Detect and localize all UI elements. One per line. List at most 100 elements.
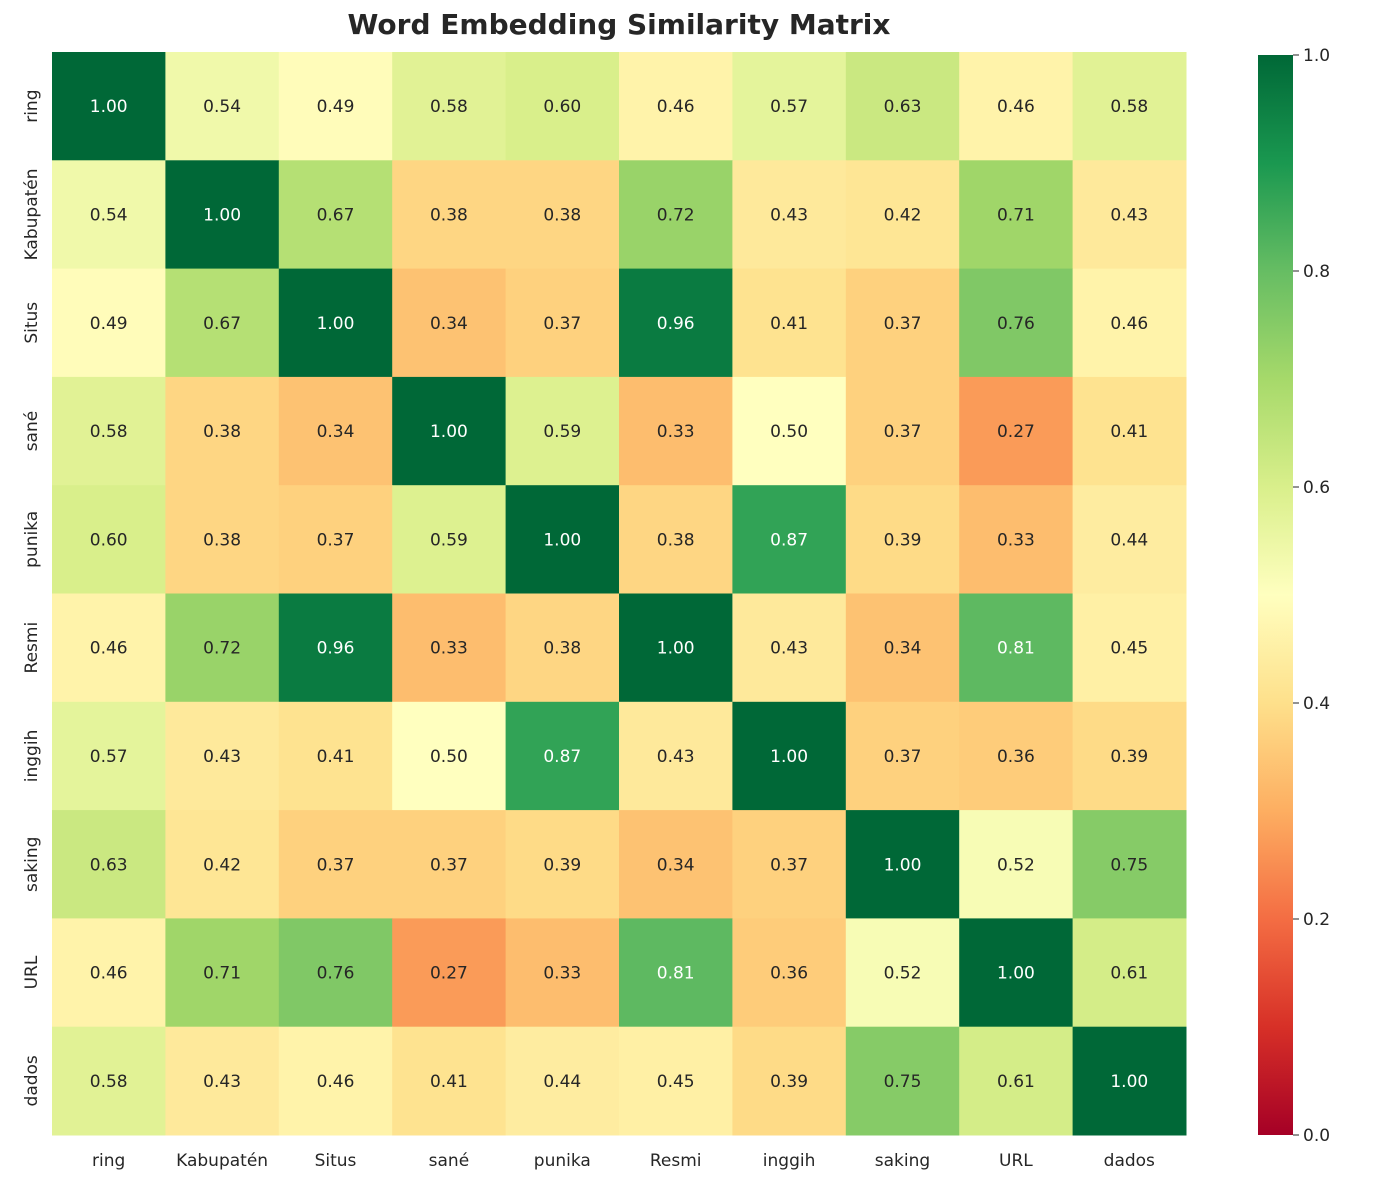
cell-value-label: 0.33 — [997, 530, 1035, 550]
cell-value-label: 0.46 — [90, 639, 128, 659]
y-tick-labels: ring Kabupatén Situs sané punika Resmi inggih s… — [22, 90, 42, 1107]
cell-value-label: 0.45 — [1110, 639, 1148, 659]
cell-value-label: 0.34 — [430, 314, 468, 334]
cell-value-label: 0.60 — [543, 97, 581, 117]
heatmap-cell — [505, 1026, 620, 1136]
cell-value-label: 0.34 — [657, 855, 695, 875]
heatmap-cell — [505, 268, 620, 378]
heatmap-cell — [732, 376, 847, 486]
cell-value-label: 0.37 — [770, 855, 808, 875]
heatmap-cell — [52, 160, 166, 270]
heatmap-cell — [392, 268, 507, 378]
cell-value-label: 0.43 — [770, 205, 808, 225]
heatmap-cell — [392, 810, 507, 919]
heatmap-cell — [845, 160, 960, 270]
heatmap-cell — [165, 918, 280, 1028]
cell-value-label: 0.58 — [430, 97, 468, 117]
cell-value-label: 0.38 — [657, 530, 695, 550]
cell-value-label: 0.58 — [90, 1072, 128, 1092]
heatmap-cell — [1072, 160, 1187, 270]
heatmap-cell — [52, 810, 166, 919]
cell-value-label: 0.38 — [430, 205, 468, 225]
heatmap-cell — [165, 376, 280, 486]
cell-value-label: 1.00 — [770, 747, 808, 767]
heatmap-cell — [505, 485, 620, 594]
heatmap-cell — [732, 160, 847, 270]
heatmap-cell — [732, 485, 847, 594]
cell-value-label: 0.46 — [657, 97, 695, 117]
heatmap-cell — [165, 52, 280, 161]
cell-value-label: 0.42 — [884, 205, 922, 225]
cell-value-label: 0.45 — [657, 1072, 695, 1092]
y-tick-label: punika — [22, 511, 42, 568]
heatmap-cell — [392, 701, 507, 811]
heatmap-cell — [52, 268, 166, 378]
cell-value-label: 0.60 — [90, 530, 128, 550]
cell-value-label: 0.41 — [1110, 422, 1148, 442]
cell-value-label: 0.67 — [203, 314, 241, 334]
heatmap-cell — [959, 376, 1074, 486]
cell-value-label: 0.44 — [1110, 530, 1148, 550]
cell-value-label: 0.87 — [543, 747, 581, 767]
heatmap-cell — [619, 1026, 733, 1136]
cell-value-label: 0.39 — [884, 530, 922, 550]
heatmap-cell — [619, 52, 733, 161]
heatmap-cell — [845, 918, 960, 1028]
heatmap-cell — [392, 1026, 507, 1136]
cell-value-label: 0.72 — [203, 639, 241, 659]
heatmap-cell — [278, 918, 393, 1028]
cell-value-label: 0.76 — [997, 314, 1035, 334]
cell-value-label: 0.57 — [770, 97, 808, 117]
cell-value-label: 0.37 — [884, 422, 922, 442]
heatmap-cell — [52, 1026, 166, 1136]
cell-value-label: 0.37 — [317, 530, 355, 550]
x-tick-label: saking — [875, 1151, 930, 1171]
heatmap-cell — [392, 52, 507, 161]
cell-value-label: 0.37 — [884, 314, 922, 334]
heatmap-cell — [959, 52, 1074, 161]
cell-value-label: 0.27 — [997, 422, 1035, 442]
cell-value-label: 0.87 — [770, 530, 808, 550]
cell-value-label: 0.42 — [203, 855, 241, 875]
heatmap-cell — [505, 160, 620, 270]
cell-value-label: 0.71 — [203, 964, 241, 984]
cell-value-label: 0.96 — [657, 314, 695, 334]
heatmap-cell — [165, 485, 280, 594]
heatmap-cell — [959, 701, 1074, 811]
heatmap-cell — [52, 52, 166, 161]
cell-value-label: 0.38 — [203, 422, 241, 442]
cell-value-label: 0.50 — [430, 747, 468, 767]
cell-value-label: 0.52 — [884, 964, 922, 984]
heatmap-cell — [278, 810, 393, 919]
cell-value-label: 1.00 — [657, 639, 695, 659]
heatmap-cell — [165, 810, 280, 919]
heatmap-cell — [52, 701, 166, 811]
cell-value-label: 0.43 — [770, 639, 808, 659]
y-tick-label: saking — [22, 837, 42, 892]
cell-value-label: 0.61 — [997, 1072, 1035, 1092]
cell-value-label: 0.41 — [770, 314, 808, 334]
cell-value-label: 1.00 — [997, 964, 1035, 984]
heatmap-cell — [278, 268, 393, 378]
cell-value-label: 0.54 — [203, 97, 241, 117]
y-tick-label: inggih — [22, 730, 42, 783]
heatmap-cell — [52, 593, 166, 703]
cell-value-label: 0.75 — [1110, 855, 1148, 875]
cell-value-label: 0.49 — [317, 97, 355, 117]
cell-value-label: 0.38 — [203, 530, 241, 550]
heatmap-cell — [845, 52, 960, 161]
cell-value-label: 0.37 — [430, 855, 468, 875]
heatmap-cell — [732, 593, 847, 703]
cell-value-label: 0.57 — [90, 747, 128, 767]
cell-value-label: 0.46 — [90, 964, 128, 984]
colorbar-tick-label: 0.0 — [1303, 1126, 1330, 1146]
heatmap-cell — [165, 593, 280, 703]
cell-value-label: 0.75 — [884, 1072, 922, 1092]
cell-value-label: 0.46 — [317, 1072, 355, 1092]
heatmap-cell — [165, 701, 280, 811]
x-tick-label: sané — [429, 1151, 470, 1171]
heatmap-cell — [392, 376, 507, 486]
heatmap-cell — [732, 268, 847, 378]
colorbar-tick-label: 0.8 — [1303, 262, 1330, 282]
